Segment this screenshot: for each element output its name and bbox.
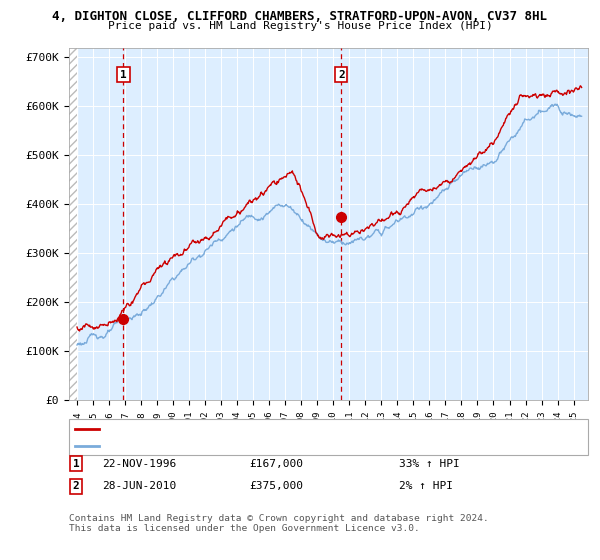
- Text: 28-JUN-2010: 28-JUN-2010: [102, 481, 176, 491]
- Text: 4, DIGHTON CLOSE, CLIFFORD CHAMBERS, STRATFORD-UPON-AVON, CV37 8HL: 4, DIGHTON CLOSE, CLIFFORD CHAMBERS, STR…: [53, 10, 548, 23]
- Text: 1: 1: [73, 459, 80, 469]
- Text: 2: 2: [338, 69, 344, 80]
- Text: £375,000: £375,000: [249, 481, 303, 491]
- Text: 33% ↑ HPI: 33% ↑ HPI: [399, 459, 460, 469]
- Bar: [69, 48, 77, 400]
- Text: 2: 2: [73, 481, 80, 491]
- Text: £167,000: £167,000: [249, 459, 303, 469]
- Text: 1: 1: [120, 69, 127, 80]
- Text: 2% ↑ HPI: 2% ↑ HPI: [399, 481, 453, 491]
- Text: Price paid vs. HM Land Registry's House Price Index (HPI): Price paid vs. HM Land Registry's House …: [107, 21, 493, 31]
- Text: Contains HM Land Registry data © Crown copyright and database right 2024.
This d: Contains HM Land Registry data © Crown c…: [69, 514, 489, 534]
- Text: HPI: Average price, detached house, Stratford-on-Avon: HPI: Average price, detached house, Stra…: [104, 441, 422, 451]
- Text: 22-NOV-1996: 22-NOV-1996: [102, 459, 176, 469]
- Bar: [69, 48, 77, 400]
- Text: 4, DIGHTON CLOSE, CLIFFORD CHAMBERS, STRATFORD-UPON-AVON, CV37 8HL (detache: 4, DIGHTON CLOSE, CLIFFORD CHAMBERS, STR…: [104, 424, 554, 434]
